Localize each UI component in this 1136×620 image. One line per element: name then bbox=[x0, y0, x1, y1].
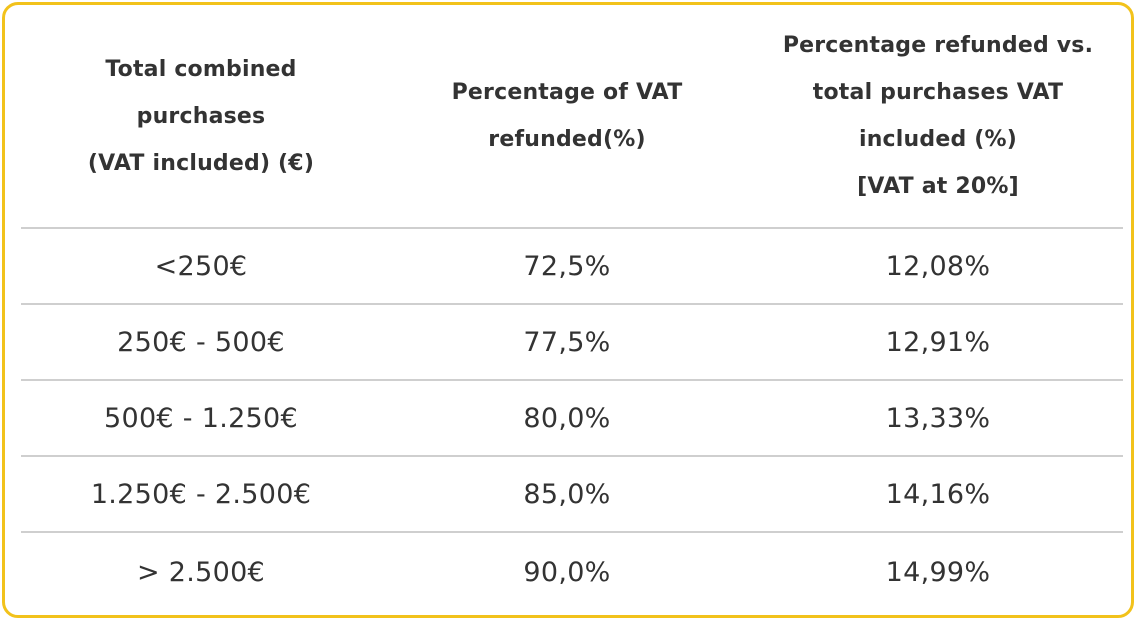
table-row: > 2.500€ 90,0% 14,99% bbox=[21, 532, 1123, 611]
header-line: Percentage refunded vs. bbox=[782, 33, 1094, 58]
cell-purchase-range: > 2.500€ bbox=[136, 556, 266, 588]
table-row: 500€ - 1.250€ 80,0% 13,33% bbox=[21, 380, 1123, 457]
cell-vat-refunded: 80,0% bbox=[381, 380, 753, 457]
cell-refunded-vs-total: 12,08% bbox=[753, 228, 1123, 305]
header-vat-refunded: Percentage of VAT refunded(%) bbox=[381, 5, 753, 229]
header-line: included (%) bbox=[858, 127, 1018, 152]
cell-vat-refunded: 72,5% bbox=[381, 228, 753, 305]
header-line: total purchases VAT bbox=[812, 80, 1064, 105]
header-line: Percentage of VAT bbox=[451, 80, 683, 105]
header-line: refunded(%) bbox=[488, 127, 646, 152]
table-row: 250€ - 500€ 77,5% 12,91% bbox=[21, 304, 1123, 381]
header-line: purchases bbox=[136, 103, 266, 129]
cell-vat-refunded: 90,0% bbox=[523, 556, 611, 588]
cell-refunded-vs-total: 14,99% bbox=[885, 556, 991, 588]
cell-purchase-range: 500€ - 1.250€ bbox=[21, 380, 381, 457]
cell-purchase-range: 1.250€ - 2.500€ bbox=[21, 456, 381, 533]
header-total-purchases: Total combined purchases (VAT included) … bbox=[21, 5, 381, 229]
cell-vat-refunded: 85,0% bbox=[381, 456, 753, 533]
cell-purchase-range: 250€ - 500€ bbox=[21, 304, 381, 381]
vat-refund-table: Total combined purchases (VAT included) … bbox=[21, 5, 1123, 611]
header-line: (VAT included) (€) bbox=[87, 150, 315, 176]
cell-refunded-vs-total: 13,33% bbox=[753, 380, 1123, 457]
header-refunded-vs-total: Percentage refunded vs. total purchases … bbox=[753, 5, 1123, 229]
header-line: Total combined bbox=[105, 56, 297, 82]
table-header-row: Total combined purchases (VAT included) … bbox=[21, 5, 1123, 229]
table-row: 1.250€ - 2.500€ 85,0% 14,16% bbox=[21, 456, 1123, 533]
cell-refunded-vs-total: 14,16% bbox=[753, 456, 1123, 533]
cell-refunded-vs-total: 12,91% bbox=[753, 304, 1123, 381]
table-row: <250€ 72,5% 12,08% bbox=[21, 228, 1123, 305]
header-line: [VAT at 20%] bbox=[857, 174, 1019, 199]
cell-vat-refunded: 77,5% bbox=[381, 304, 753, 381]
cell-purchase-range: <250€ bbox=[21, 228, 381, 305]
